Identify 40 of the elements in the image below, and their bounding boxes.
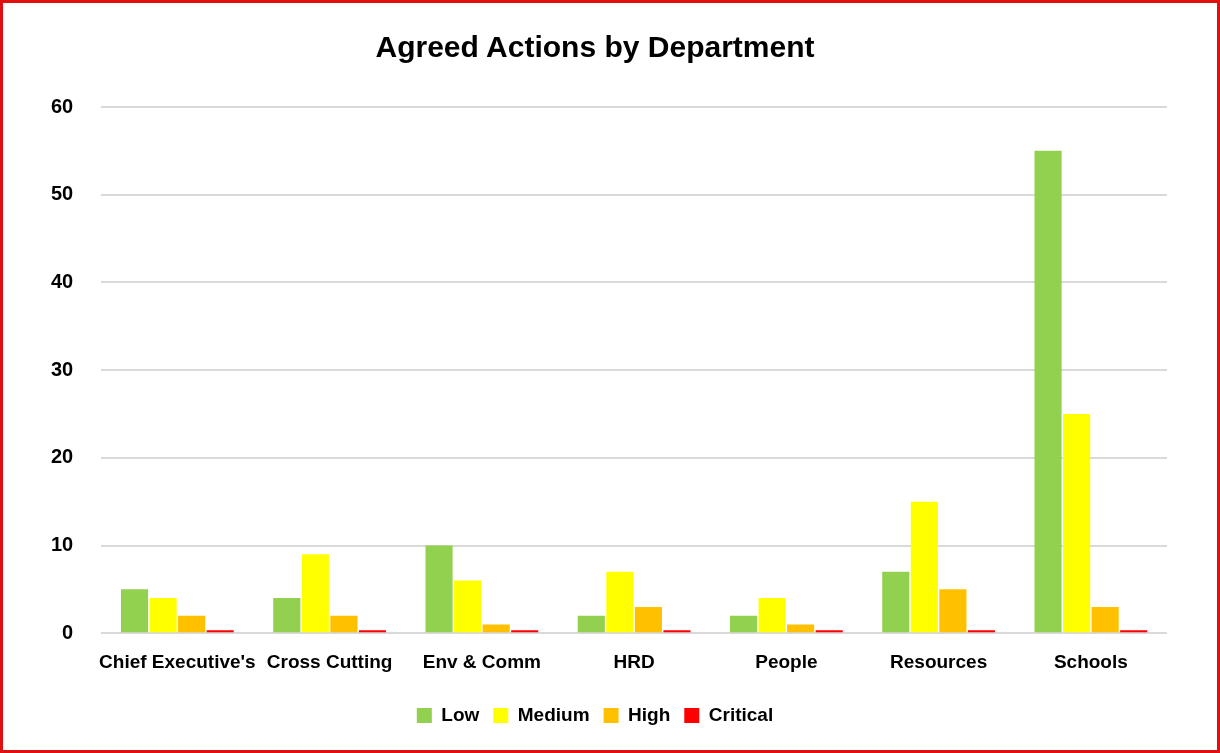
y-tick-label: 10 xyxy=(51,533,74,556)
chart-title: Agreed Actions by Department xyxy=(375,30,815,64)
bar xyxy=(330,615,358,633)
bar xyxy=(910,501,938,633)
bar xyxy=(577,615,605,633)
bar xyxy=(729,615,758,633)
bar xyxy=(1063,413,1091,633)
x-tick-label: Resources xyxy=(890,650,988,672)
bar xyxy=(301,554,329,633)
x-tick-label: Schools xyxy=(1053,650,1128,672)
x-tick-label: Chief Executive's xyxy=(99,650,256,672)
y-tick-label: 20 xyxy=(51,445,74,468)
legend-label: Critical xyxy=(708,703,774,725)
bar xyxy=(634,606,662,633)
x-tick-label: HRD xyxy=(613,650,655,672)
bar xyxy=(178,615,206,633)
bar xyxy=(273,598,301,633)
y-tick-label: 60 xyxy=(51,94,74,117)
x-tick-label: Env & Comm xyxy=(422,650,541,672)
bar xyxy=(149,598,177,633)
legend-label: Low xyxy=(441,703,480,725)
bar xyxy=(425,545,453,633)
bar xyxy=(482,624,510,633)
bar xyxy=(1091,606,1119,633)
bar xyxy=(454,580,482,633)
y-tick-label: 30 xyxy=(51,357,74,380)
bar xyxy=(606,571,634,633)
bar xyxy=(939,589,967,633)
legend-label: Medium xyxy=(517,703,590,725)
y-tick-label: 0 xyxy=(62,620,74,643)
y-tick-label: 50 xyxy=(51,182,74,205)
legend-label: High xyxy=(628,703,671,725)
bar xyxy=(787,624,815,633)
bar xyxy=(758,598,786,633)
bar xyxy=(882,571,910,633)
bar xyxy=(1034,150,1062,633)
bar xyxy=(120,589,149,633)
x-tick-label: Cross Cutting xyxy=(266,650,393,672)
y-tick-label: 40 xyxy=(51,269,74,292)
x-tick-label: People xyxy=(755,650,818,672)
